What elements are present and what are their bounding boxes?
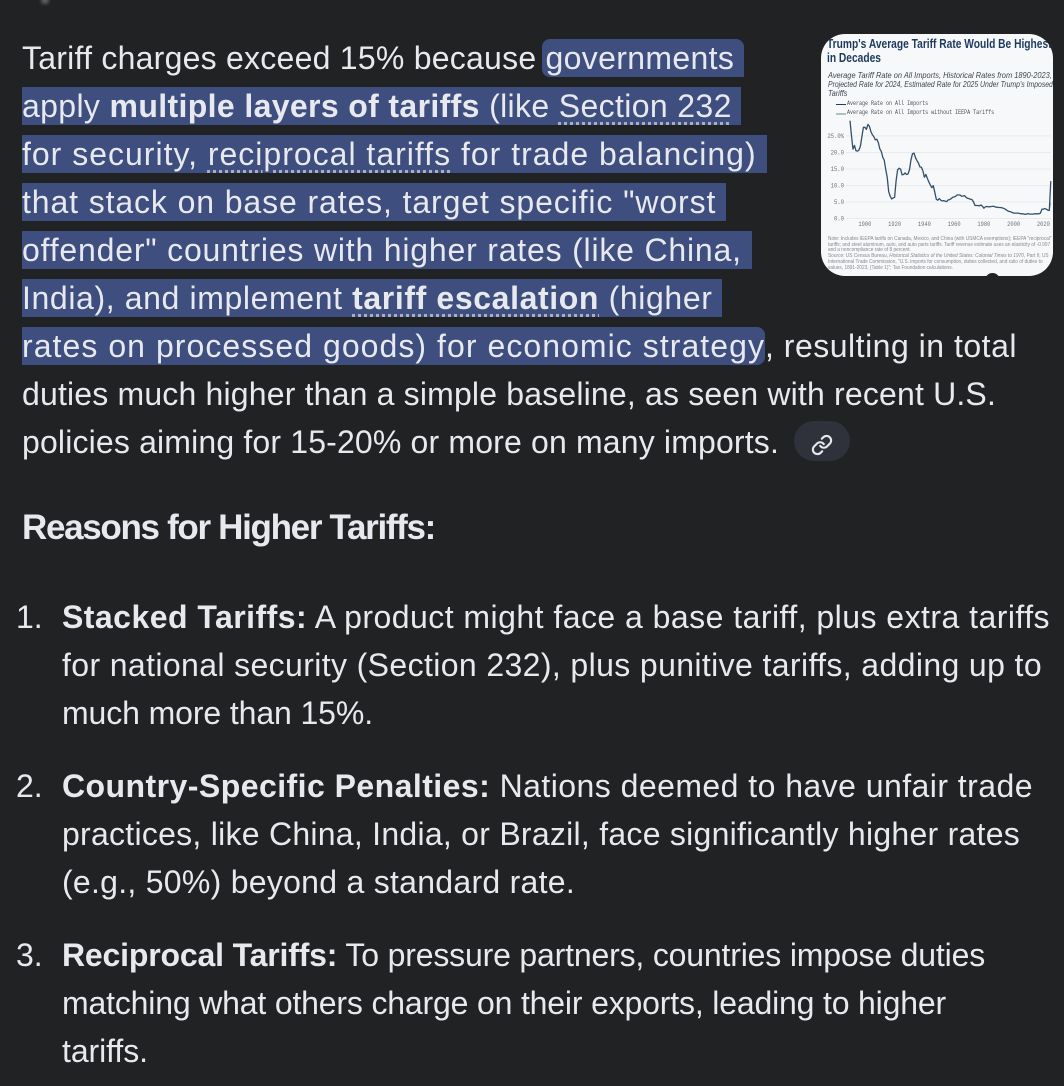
svg-text:0.0: 0.0	[834, 216, 844, 223]
svg-text:10.0: 10.0	[831, 183, 844, 190]
svg-text:2000: 2000	[1007, 221, 1020, 228]
svg-text:1920: 1920	[888, 221, 901, 228]
svg-text:25.0%: 25.0%	[828, 133, 845, 140]
svg-text:5.0: 5.0	[834, 199, 844, 206]
svg-text:1960: 1960	[948, 221, 961, 228]
svg-text:1900: 1900	[858, 221, 871, 228]
svg-text:20.0: 20.0	[831, 150, 844, 157]
svg-text:15.0: 15.0	[831, 166, 844, 173]
svg-text:1940: 1940	[918, 221, 931, 228]
svg-text:1980: 1980	[977, 221, 990, 228]
svg-text:2020: 2020	[1037, 221, 1050, 228]
